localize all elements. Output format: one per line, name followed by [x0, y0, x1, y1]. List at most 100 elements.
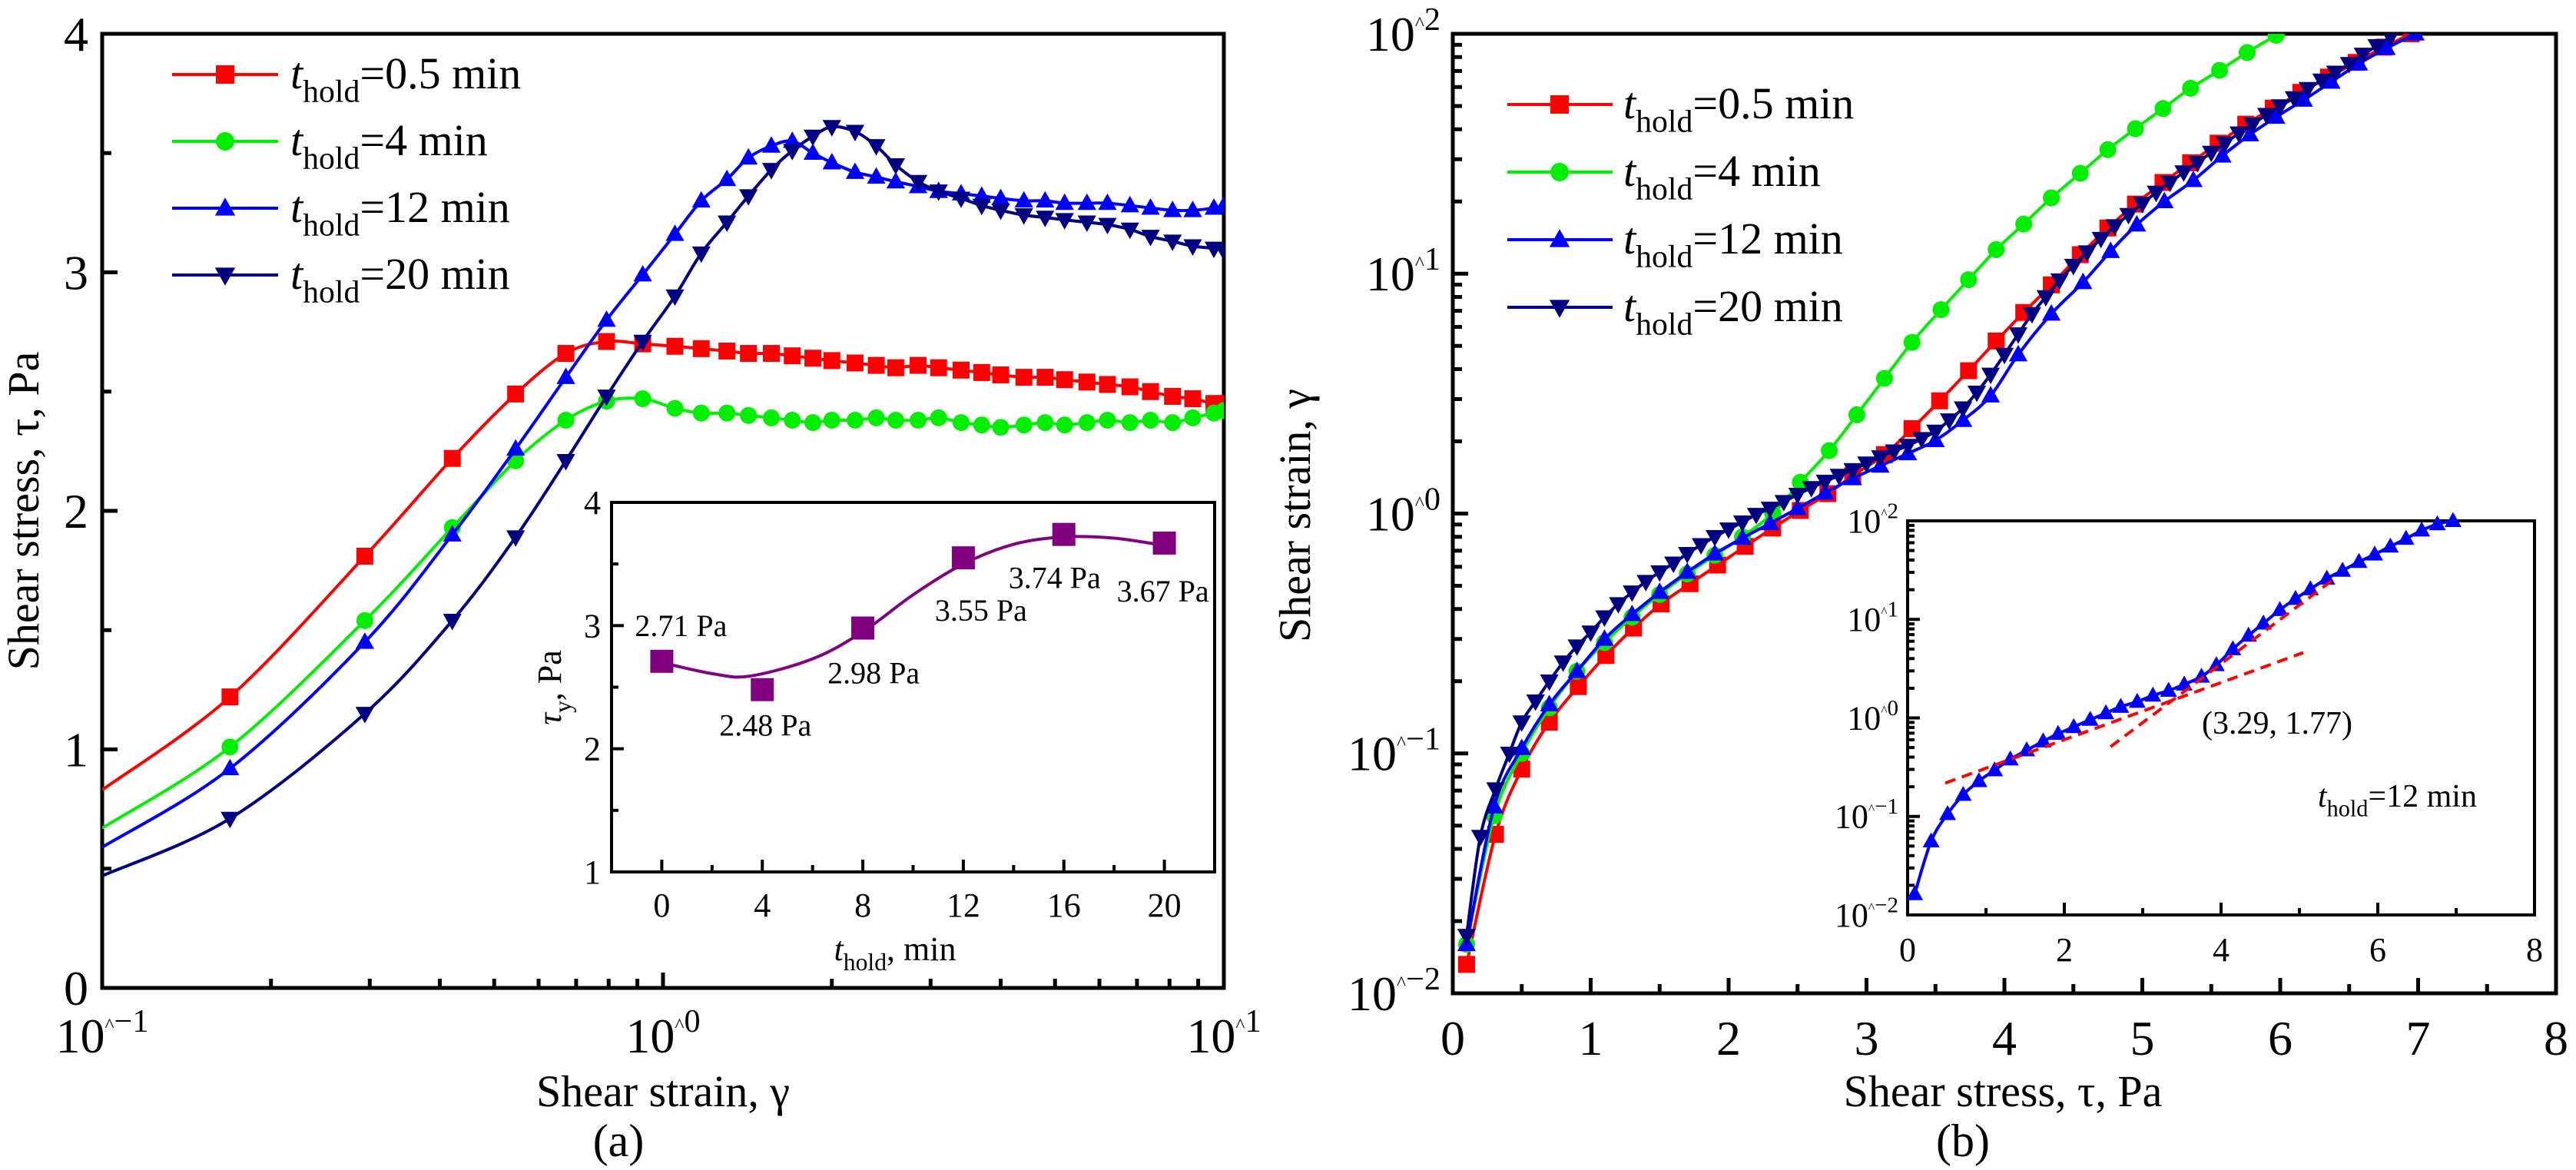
- legend-label: thold=4 min: [1623, 146, 1821, 207]
- data-point: [910, 412, 927, 429]
- data-point: [221, 738, 239, 756]
- tick-label-exponent: 2: [1887, 499, 1898, 523]
- label-text: =12 min: [360, 182, 509, 232]
- data-label: 3.67 Pa: [1117, 574, 1209, 608]
- data-point: [2444, 512, 2462, 527]
- data-point: [2099, 141, 2117, 158]
- data-point: [972, 198, 991, 216]
- data-point: [1885, 444, 1904, 461]
- chart-b-inset: 0 2 4 6 810^−210^−110^010^110^2(3.29, 1.77)t…: [1835, 499, 2543, 969]
- data-point: [1121, 414, 1139, 432]
- data-point: [2127, 214, 2147, 232]
- data-point: [761, 136, 781, 153]
- data-point: [1926, 424, 1945, 442]
- data-point: [2334, 562, 2352, 577]
- tick-label-base: 10: [1348, 966, 1397, 1021]
- tick-label-base: 10: [1847, 601, 1881, 638]
- series-20min: [1457, 34, 2399, 946]
- x-tick-label: 1: [1579, 1011, 1603, 1066]
- y-tick-label: 10^1: [1847, 598, 1898, 638]
- data-point: [1120, 222, 1139, 240]
- data-point: [2001, 750, 2019, 766]
- legend-marker: [1549, 229, 1570, 247]
- data-point: [2008, 344, 2028, 362]
- data-point: [739, 147, 758, 165]
- data-point: [1988, 332, 2005, 350]
- data-point: [2312, 73, 2331, 91]
- data-point: [556, 453, 575, 471]
- data-point: [822, 153, 841, 170]
- y-tick-label: 2: [584, 731, 601, 768]
- data-point: [2256, 108, 2276, 124]
- data-point: [1994, 347, 2014, 365]
- x-tick-label: 4: [2213, 931, 2230, 969]
- data-point: [1705, 544, 1725, 561]
- data-point: [1719, 522, 1739, 539]
- data-point: [1581, 625, 1600, 642]
- tick-label-exponent: −2: [1406, 961, 1441, 997]
- data-point: [666, 399, 684, 417]
- data-point: [2081, 711, 2099, 726]
- data-point: [823, 352, 840, 370]
- data-point: [1774, 495, 1793, 512]
- data-point: [2043, 189, 2060, 207]
- x-tick-label: 4: [754, 887, 771, 924]
- data-point: [1056, 416, 1073, 434]
- data-point: [2240, 124, 2259, 142]
- data-point: [1705, 529, 1725, 547]
- data-point: [1184, 409, 1202, 426]
- data-point: [2230, 126, 2249, 144]
- data-point: [1732, 515, 1752, 532]
- y-tick-label: 4: [64, 7, 88, 61]
- data-point: [929, 184, 948, 201]
- panel-label-a: (a): [593, 1115, 645, 1166]
- tick-label-caret: ^: [1397, 972, 1406, 994]
- data-point: [2255, 615, 2273, 630]
- y-tick-label: 4: [584, 484, 601, 522]
- variable-symbol: t: [290, 249, 304, 299]
- data-point: [2298, 81, 2317, 99]
- y-tick-label: 10^2: [1847, 499, 1898, 539]
- subscript: hold: [1636, 307, 1692, 342]
- data-point: [665, 224, 685, 241]
- data-point: [356, 612, 373, 629]
- data-point: [2302, 580, 2319, 595]
- data-point: [783, 131, 802, 148]
- data-point: [740, 406, 758, 424]
- data-point: [2326, 65, 2345, 82]
- legend-entry: thold=12 min: [172, 182, 510, 243]
- data-point: [973, 363, 990, 381]
- data-point: [633, 264, 652, 282]
- data-point: [1036, 414, 1054, 432]
- panel-label-b: (b): [1936, 1115, 1990, 1166]
- data-point: [2202, 145, 2221, 163]
- data-point: [1954, 410, 1973, 427]
- data-point: [845, 162, 865, 179]
- data-point: [2383, 34, 2399, 47]
- data-point: [1567, 639, 1586, 656]
- data-point: [1141, 198, 1160, 215]
- data-point: [930, 359, 947, 376]
- tick-label-exponent: 0: [684, 1003, 700, 1039]
- data-point: [1802, 481, 1821, 498]
- x-tick-label: 8: [2544, 1011, 2568, 1066]
- data-point: [2413, 521, 2431, 537]
- variable-symbol: t: [290, 182, 304, 232]
- data-point: [1848, 406, 1865, 423]
- data-point: [992, 366, 1010, 384]
- data-point: [2128, 692, 2146, 708]
- data-point: [972, 186, 991, 203]
- data-point: [692, 404, 710, 422]
- tick-label-caret: ^: [1235, 1014, 1245, 1036]
- data-point: [2034, 732, 2052, 747]
- y-tick-label: 10^−2: [1348, 961, 1441, 1021]
- data-point: [2091, 231, 2110, 249]
- data-point: [991, 188, 1010, 206]
- x-tick-label: 0: [653, 887, 670, 924]
- data-point: [2322, 72, 2341, 89]
- data-point: [1760, 513, 1779, 531]
- data-point: [2271, 601, 2289, 616]
- data-point: [2127, 120, 2144, 138]
- y-axis-title: Shear stress, τ, Pa: [0, 352, 48, 671]
- data-point: [2193, 668, 2210, 683]
